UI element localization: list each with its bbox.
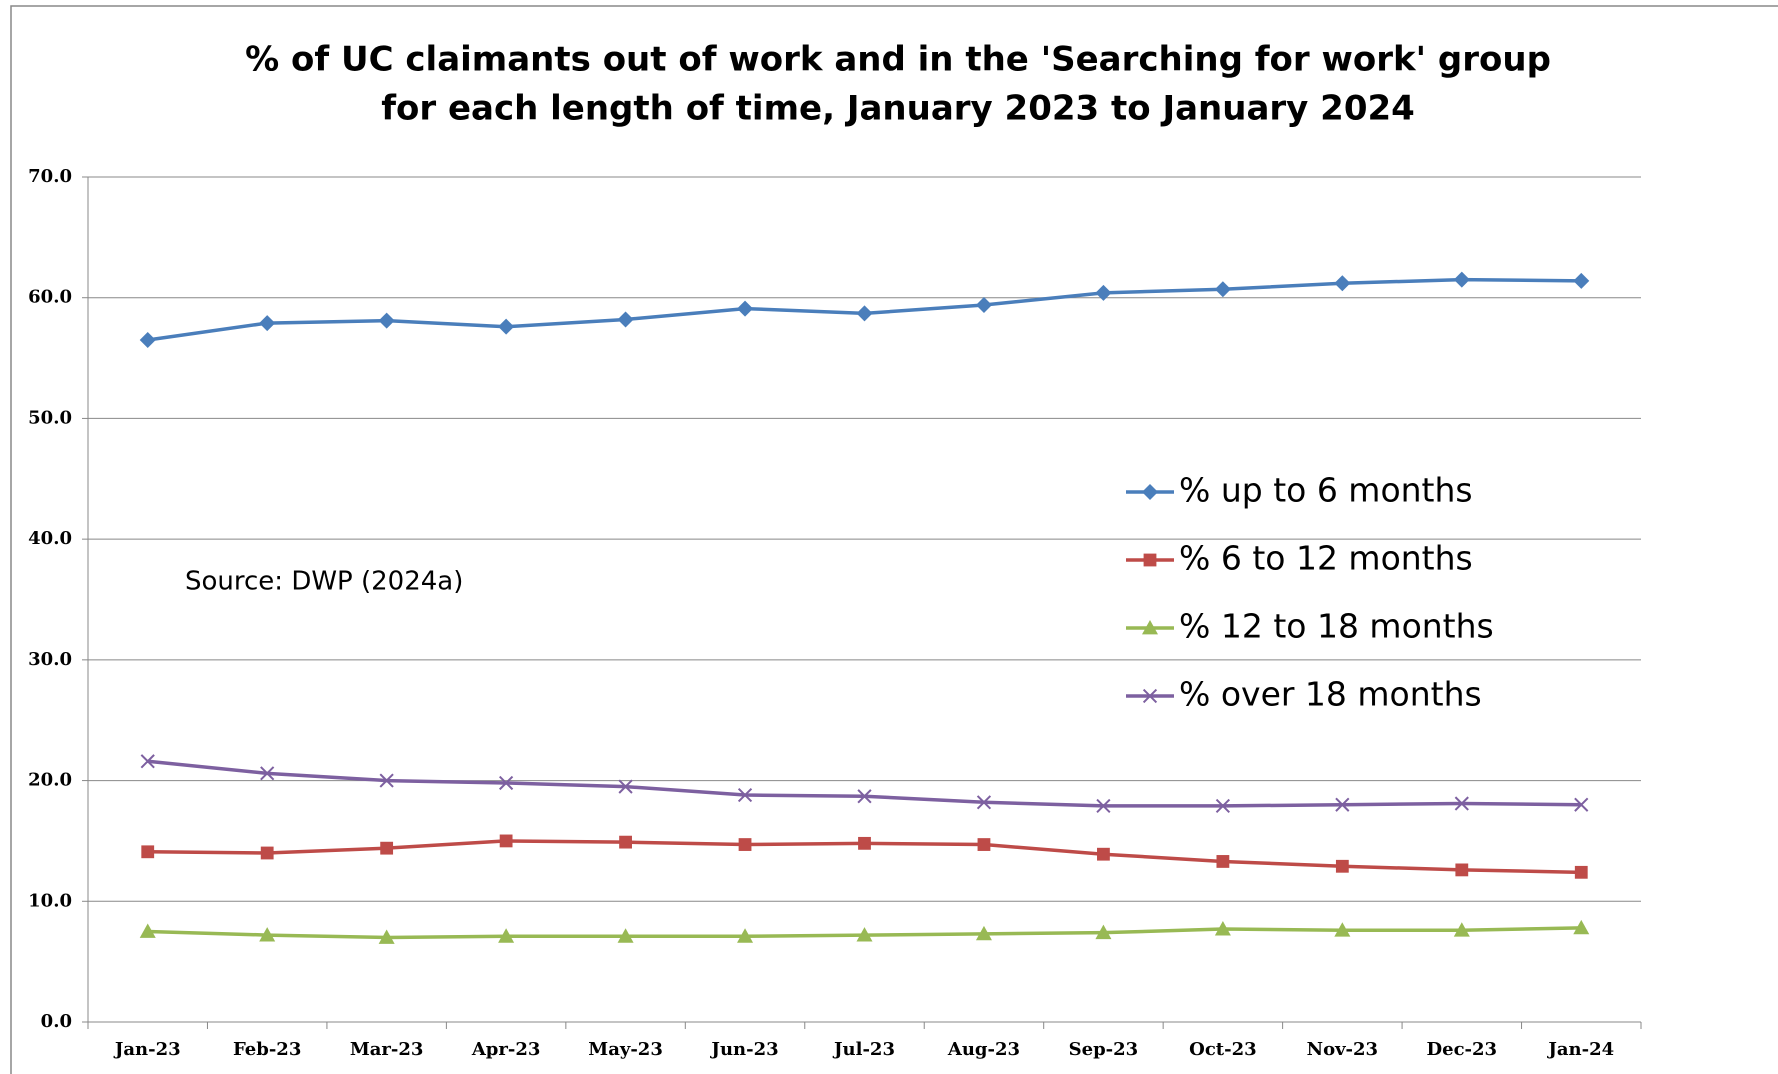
marker <box>499 775 514 791</box>
legend-label: % up to 6 months <box>1179 471 1473 510</box>
x-tick-label: Aug-23 <box>947 1039 1020 1060</box>
marker <box>1453 271 1470 288</box>
marker <box>856 305 873 322</box>
marker <box>498 928 515 943</box>
marker <box>1455 863 1469 877</box>
x-tick-label: Jan-23 <box>113 1039 181 1060</box>
marker <box>617 928 634 943</box>
marker <box>1453 922 1470 937</box>
marker <box>1095 284 1112 301</box>
legend-label: % 6 to 12 months <box>1179 539 1473 578</box>
marker <box>259 315 276 332</box>
marker <box>378 929 395 944</box>
marker <box>976 795 992 810</box>
marker <box>737 928 754 943</box>
marker <box>139 923 156 938</box>
marker <box>1335 859 1349 873</box>
marker <box>1215 798 1230 814</box>
chart-title: for each length of time, January 2023 to… <box>381 89 1415 129</box>
marker <box>259 927 276 942</box>
marker <box>975 925 992 941</box>
legend-label: % 12 to 18 months <box>1179 607 1494 646</box>
y-tick-label: 60.0 <box>28 287 72 308</box>
marker <box>1097 847 1110 861</box>
marker <box>977 838 991 851</box>
y-tick-label: 50.0 <box>28 407 72 428</box>
marker <box>618 779 633 794</box>
marker <box>1334 275 1351 292</box>
marker <box>737 787 753 803</box>
marker <box>1574 865 1588 879</box>
marker <box>1142 620 1158 635</box>
marker <box>737 300 754 317</box>
marker <box>1096 798 1111 814</box>
x-tick-label: Dec-23 <box>1427 1039 1498 1060</box>
y-tick-label: 70.0 <box>28 166 72 187</box>
x-tick-label: Sep-23 <box>1069 1039 1139 1060</box>
x-tick-label: Feb-23 <box>233 1039 301 1060</box>
marker <box>1214 281 1231 298</box>
marker <box>1573 272 1590 289</box>
x-tick-label: Jun-23 <box>709 1039 778 1060</box>
x-tick-label: Oct-23 <box>1189 1039 1256 1060</box>
marker <box>1214 921 1231 936</box>
y-tick-label: 20.0 <box>28 770 72 791</box>
marker <box>379 773 394 788</box>
marker <box>498 318 515 335</box>
marker <box>140 754 155 769</box>
marker <box>1142 688 1158 704</box>
chart-title: % of UC claimants out of work and in the… <box>245 40 1551 80</box>
x-tick-label: May-23 <box>588 1039 663 1060</box>
legend-label: % over 18 months <box>1179 675 1482 714</box>
series-line <box>147 759 1582 808</box>
marker <box>1095 924 1112 940</box>
marker <box>260 766 275 781</box>
marker <box>380 841 394 855</box>
x-tick-label: Jan-24 <box>1546 1039 1614 1060</box>
y-tick-label: 0.0 <box>41 1011 72 1032</box>
x-tick-label: Apr-23 <box>471 1039 541 1060</box>
marker <box>1335 797 1350 812</box>
marker <box>141 845 155 859</box>
marker <box>975 296 992 313</box>
marker <box>139 331 156 348</box>
x-tick-label: Jul-23 <box>832 1039 895 1060</box>
marker <box>738 838 752 851</box>
y-tick-label: 10.0 <box>28 890 72 911</box>
annotation: Source: DWP (2024a) <box>185 567 463 597</box>
x-tick-label: Nov-23 <box>1307 1039 1378 1060</box>
y-tick-label: 30.0 <box>28 649 72 670</box>
marker <box>260 846 274 860</box>
marker <box>857 789 872 804</box>
chart-frame <box>10 5 1778 1074</box>
marker <box>499 834 513 848</box>
x-tick-label: Mar-23 <box>350 1039 424 1060</box>
marker <box>856 927 873 942</box>
marker <box>378 312 395 329</box>
marker <box>1454 796 1469 811</box>
marker <box>1573 919 1590 935</box>
marker <box>1142 484 1158 500</box>
y-tick-label: 40.0 <box>28 528 72 549</box>
marker <box>1216 855 1230 868</box>
marker <box>617 311 634 328</box>
marker <box>1334 922 1351 937</box>
marker <box>858 836 871 850</box>
marker <box>1143 553 1157 567</box>
marker <box>1574 797 1589 812</box>
marker <box>619 835 632 849</box>
